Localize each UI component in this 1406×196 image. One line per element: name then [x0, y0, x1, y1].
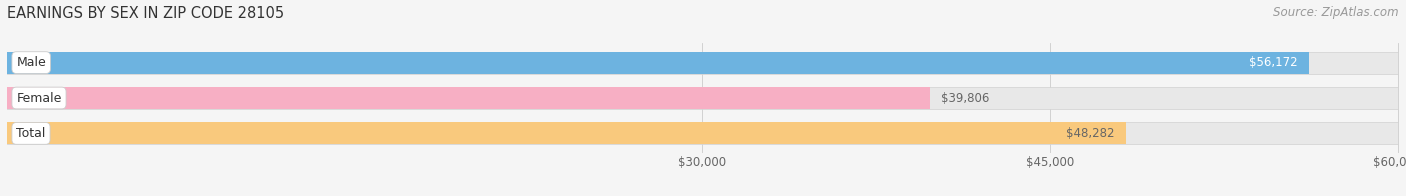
Bar: [7, 87, 1398, 109]
Bar: [7, 87, 929, 109]
Bar: [7, 122, 1126, 144]
Bar: [7, 52, 1309, 74]
Bar: [7, 122, 1398, 144]
Bar: [7, 52, 1398, 74]
Text: Total: Total: [17, 127, 45, 140]
Text: Female: Female: [17, 92, 62, 104]
Text: $39,806: $39,806: [941, 92, 990, 104]
Text: $56,172: $56,172: [1249, 56, 1298, 69]
Text: EARNINGS BY SEX IN ZIP CODE 28105: EARNINGS BY SEX IN ZIP CODE 28105: [7, 6, 284, 21]
Text: $48,282: $48,282: [1066, 127, 1115, 140]
Text: Male: Male: [17, 56, 46, 69]
Text: Source: ZipAtlas.com: Source: ZipAtlas.com: [1274, 6, 1399, 19]
